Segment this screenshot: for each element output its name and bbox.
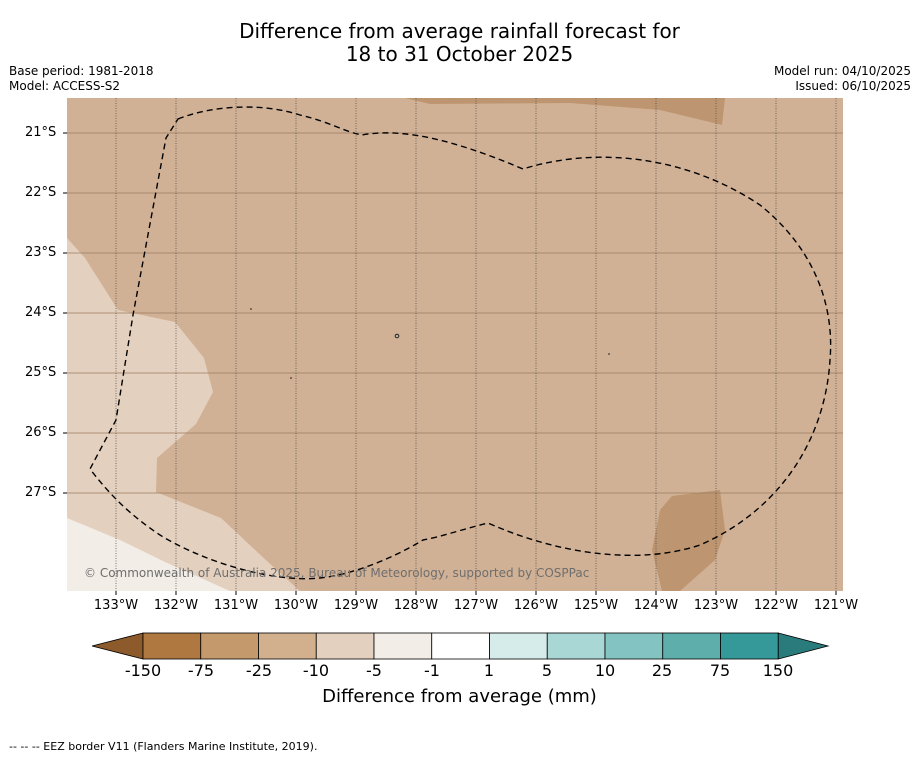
lon-label: 123°W (693, 598, 739, 613)
base-period: Base period: 1981-2018 (9, 64, 154, 78)
lon-gridlines (115, 98, 837, 591)
lon-label: 121°W (813, 598, 859, 613)
colorbar-bin (546, 632, 606, 660)
lon-label: 126°W (513, 598, 559, 613)
lat-label: 22°S (25, 185, 57, 200)
colorbar-tick-label: -1 (424, 661, 440, 680)
colorbar-bin (315, 632, 375, 660)
lon-label: 125°W (573, 598, 619, 613)
lat-label: 21°S (25, 125, 57, 140)
lat-label: 27°S (25, 485, 57, 500)
colorbar-tick-label: -75 (187, 661, 215, 680)
colorbar-bin (258, 632, 317, 660)
colorbar-bin (604, 632, 664, 660)
colorbar-bin (431, 632, 490, 660)
colorbar-title: Difference from average (mm) (322, 686, 597, 707)
colorbar-tick-label: -5 (366, 661, 382, 680)
colorbar-tick-label: -150 (124, 661, 162, 680)
lon-label: 132°W (153, 598, 199, 613)
colorbar-extend-high (777, 632, 830, 660)
lon-label: 129°W (333, 598, 379, 613)
lon-label: 127°W (453, 598, 499, 613)
colorbar-tick-label: 10 (594, 661, 616, 680)
lat-ticks (63, 132, 67, 494)
lon-label: 131°W (213, 598, 259, 613)
copyright-notice: © Commonwealth of Australia 2025, Bureau… (84, 566, 590, 580)
lightest-region (67, 518, 230, 591)
lat-label: 25°S (25, 365, 57, 380)
colorbar-tick-label: 1 (483, 661, 495, 680)
colorbar-bin (489, 632, 548, 660)
map-title-line2: 18 to 31 October 2025 (345, 42, 574, 66)
colorbar-extend-low (91, 632, 144, 660)
colorbar-tick-label: 75 (709, 661, 731, 680)
colorbar-tick-label: 150 (762, 661, 794, 680)
issued-date: Issued: 06/10/2025 (795, 79, 911, 93)
islands (250, 308, 610, 379)
lat-label: 23°S (25, 245, 57, 260)
model-run: Model run: 04/10/2025 (773, 64, 911, 78)
lon-label: 122°W (753, 598, 799, 613)
colorbar-tick-label: 5 (541, 661, 553, 680)
colorbar-tick-label: -10 (302, 661, 330, 680)
dark-region-north (405, 98, 725, 125)
colorbar-tick-label: -25 (245, 661, 273, 680)
lon-label: 130°W (273, 598, 319, 613)
colorbar-bin (720, 632, 779, 660)
lon-label: 124°W (633, 598, 679, 613)
colorbar-bin (662, 632, 721, 660)
map-title-line1: Difference from average rainfall forecas… (239, 19, 680, 43)
light-region (67, 238, 300, 591)
lon-ticks (115, 591, 837, 595)
dark-region-southeast (652, 490, 725, 591)
eez-legend-note: -- -- -- EEZ border V11 (Flanders Marine… (9, 740, 318, 753)
colorbar-tick-label: 25 (651, 661, 673, 680)
colorbar (91, 632, 830, 660)
colorbar-bin (373, 632, 433, 660)
lat-label: 26°S (25, 425, 57, 440)
colorbar-bin (200, 632, 259, 660)
model-name: Model: ACCESS-S2 (9, 79, 121, 93)
lon-label: 128°W (393, 598, 439, 613)
eez-border (89, 106, 832, 580)
lat-label: 24°S (25, 305, 57, 320)
lat-gridlines (67, 132, 843, 494)
colorbar-bin (142, 632, 202, 660)
lon-label: 133°W (93, 598, 139, 613)
